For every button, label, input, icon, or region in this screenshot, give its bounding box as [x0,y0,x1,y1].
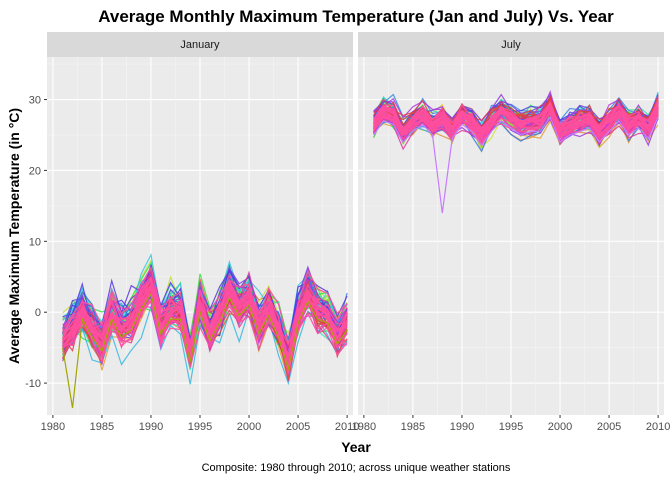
panel-january-series [62,253,348,408]
series-line [373,93,659,135]
series-line [62,278,348,361]
x-tick-label: 1985 [401,421,425,433]
y-tick-label: 0 [35,307,41,319]
x-tick-label: 1980 [41,421,65,433]
series-line-outlier [62,293,348,408]
y-tick-label: 30 [29,95,41,107]
y-tick-label: 10 [29,236,41,248]
strip-label-july: July [501,39,521,51]
y-axis: -10 0 10 20 30 [25,95,47,390]
x-tick-label: 2005 [286,421,310,433]
x-tick-label: 2010 [646,421,670,433]
y-tick-label: -10 [25,378,41,390]
chart-caption: Composite: 1980 through 2010; across uni… [202,462,511,474]
chart-title: Average Monthly Maximum Temperature (Jan… [98,7,614,26]
panel-july-series [373,89,659,214]
y-axis-title: Average Maximum Temperature (in °C) [6,108,22,364]
y-tick-label: 20 [29,165,41,177]
x-tick-label: 1995 [499,421,523,433]
series-line [373,102,659,136]
x-tick-label: 2010 [335,421,359,433]
strip-label-january: January [180,39,220,51]
strip-july [358,32,664,57]
x-tick-label: 1985 [90,421,114,433]
x-axis-title: Year [341,439,371,455]
x-tick-label: 2000 [237,421,261,433]
x-tick-label: 1990 [450,421,474,433]
series-line [62,265,348,350]
x-tick-label: 1980 [352,421,376,433]
series-line-outlier [373,116,659,214]
x-tick-label: 2005 [597,421,621,433]
x-tick-label: 1995 [188,421,212,433]
strip-january [47,32,353,57]
series-line [373,101,659,135]
x-tick-label: 1990 [139,421,163,433]
series-line [62,294,348,371]
x-tick-label: 2000 [548,421,572,433]
series-line [373,100,659,136]
series-line [373,107,659,151]
